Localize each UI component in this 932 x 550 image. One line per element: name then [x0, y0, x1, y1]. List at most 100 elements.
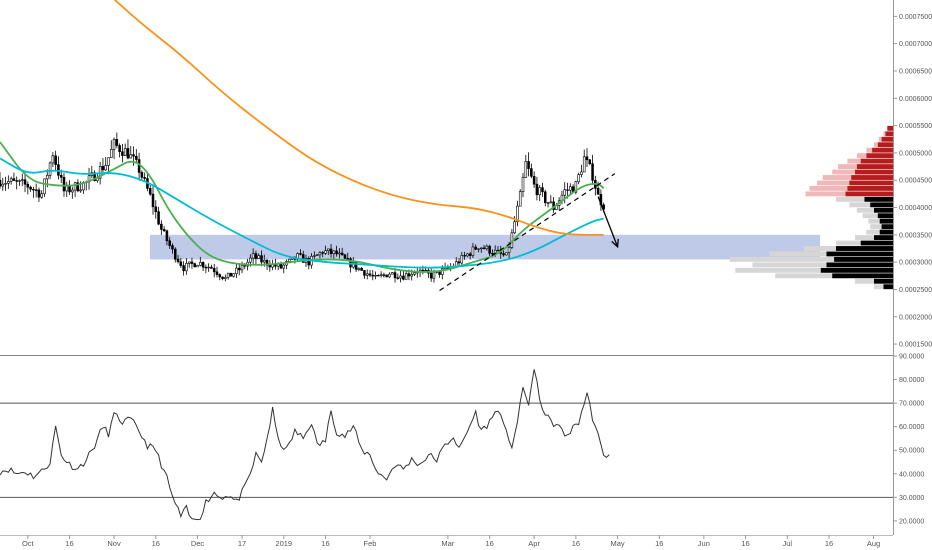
candle [43, 178, 46, 195]
time-axis[interactable]: Oct 16 Nov 16 Dec 17 2019 16 Feb Mar 16 Apr 16 May 16 J… [22, 535, 880, 548]
candle [29, 186, 32, 190]
volume-profile-bar [874, 207, 893, 213]
candle [0, 179, 2, 187]
candle [46, 174, 49, 180]
oscillator-axis[interactable]: 20.0000 30.0000 40.0000 50.0000 60.0000 70.00… [893, 354, 924, 526]
candle [76, 182, 80, 192]
volume-profile-bar [832, 169, 855, 175]
candle [140, 172, 144, 178]
candle [101, 166, 105, 171]
candle [596, 187, 600, 195]
moving-average-line [0, 157, 604, 269]
volume-profile-bar [874, 284, 884, 290]
candle [132, 154, 135, 157]
candle [332, 250, 336, 254]
candle [110, 148, 113, 158]
candle [474, 246, 477, 250]
candle [535, 183, 539, 196]
price-tick-label: 0.0001500 [899, 342, 932, 349]
volume-profile-bar [837, 164, 857, 170]
volume-profile-bar [845, 191, 893, 197]
candle [318, 252, 322, 256]
candle [488, 245, 491, 254]
candle [346, 258, 350, 260]
candle [154, 206, 158, 212]
candle [32, 188, 35, 191]
volume-profile-bar [878, 136, 882, 142]
price-axis[interactable]: 0.0001500 0.0002000 0.0002500 0.0003000 0.00… [893, 14, 932, 349]
price-tick-label: 0.0003000 [899, 260, 932, 267]
candle [54, 155, 57, 165]
candle [580, 171, 583, 175]
volume-profile-bar [856, 207, 874, 213]
volume-profile-bar [887, 125, 893, 131]
candle [179, 261, 183, 266]
candle [393, 272, 397, 279]
volume-profile-bar [836, 240, 861, 246]
candle [23, 179, 27, 185]
candle [9, 178, 13, 182]
time-tick-label: Oct [22, 539, 35, 548]
candle [402, 275, 405, 280]
volume-profile-bar [881, 136, 893, 142]
volume-profile-bar [820, 267, 893, 273]
volume-profile-bar [877, 142, 893, 148]
candle [93, 172, 96, 181]
time-tick-label: Apr [528, 539, 540, 548]
candle [569, 186, 572, 191]
volume-profile-bar [849, 180, 893, 186]
candle [288, 258, 291, 262]
time-tick-label: Jun [698, 539, 710, 548]
volume-profile-bar [879, 218, 893, 224]
candle [315, 254, 319, 256]
candle [123, 148, 127, 156]
candle [37, 189, 41, 198]
candle [521, 177, 525, 192]
time-tick-label: Dec [191, 539, 205, 548]
candle [173, 248, 177, 260]
time-tick-label: 2019 [275, 539, 292, 548]
candle [199, 262, 202, 266]
candle [59, 174, 63, 178]
volume-profile-bar [883, 131, 886, 137]
candle [324, 250, 327, 254]
candle [538, 187, 541, 196]
candle [549, 201, 553, 204]
candle [18, 180, 21, 182]
volume-profile-bar [775, 273, 833, 279]
candle [307, 258, 311, 266]
candle [340, 252, 344, 256]
volume-profile-bar [752, 262, 827, 268]
candle [457, 261, 461, 264]
candle [496, 249, 500, 252]
candle [182, 265, 185, 272]
candle [157, 211, 160, 225]
price-tick-label: 0.0005500 [899, 123, 932, 130]
arrow-head [611, 238, 619, 249]
volume-profile-bar [834, 256, 893, 262]
candle [399, 275, 402, 279]
candle [338, 252, 341, 255]
time-tick-label: 16 [572, 539, 580, 548]
oscillator-tick-label: 70.0000 [899, 401, 924, 408]
volume-profile-bar [883, 284, 893, 290]
time-tick-label: Mar [441, 539, 454, 548]
candle [257, 255, 260, 259]
candle [201, 262, 205, 268]
candle [215, 271, 219, 275]
candle [282, 264, 286, 269]
candle [98, 166, 102, 179]
volume-profile-bar [769, 251, 827, 257]
volume-profile-bar [822, 175, 852, 180]
candle [251, 253, 255, 259]
volume-profile-bar [864, 196, 893, 202]
candle [268, 265, 272, 268]
time-tick-label: 16 [825, 539, 833, 548]
oscillator-tick-label: 80.0000 [899, 377, 924, 384]
candle [480, 247, 483, 250]
oscillator-tick-label: 30.0000 [899, 495, 924, 502]
volume-profile-bar [836, 246, 893, 251]
moving-average-line [0, 141, 605, 273]
candle [240, 265, 244, 271]
price-tick-label: 0.0002500 [899, 287, 932, 294]
